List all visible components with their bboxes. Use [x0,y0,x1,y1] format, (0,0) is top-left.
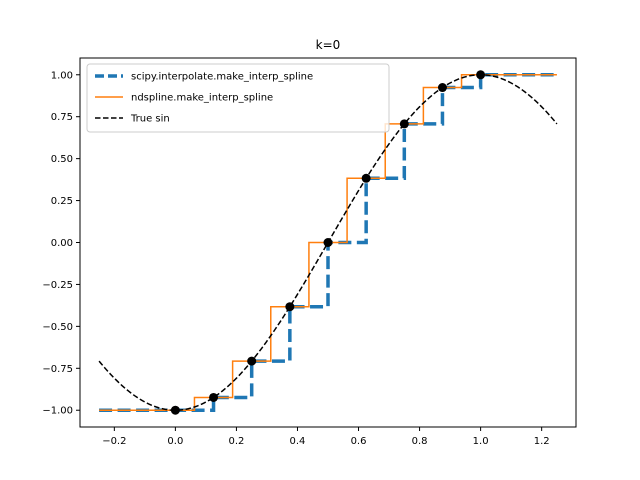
y-tick-label: 0.00 [51,238,73,249]
y-tick-label: 0.50 [51,154,73,165]
legend-label: scipy.interpolate.make_interp_spline [131,72,313,83]
y-tick-label: −0.50 [42,322,73,333]
x-tick-label: −0.2 [102,436,126,447]
y-tick-label: −0.25 [42,280,73,291]
x-tick-label: 0.0 [167,436,183,447]
legend-label: True sin [130,114,170,125]
x-tick-label: 1.0 [473,436,489,447]
x-tick-label: 0.2 [228,436,244,447]
y-tick-label: 0.75 [51,112,73,123]
knot-point [170,405,180,415]
legend-box [86,63,390,133]
knot-point [476,70,486,80]
y-tick-label: 1.00 [51,70,73,81]
x-tick-label: 0.4 [290,436,306,447]
chart-title: k=0 [316,38,341,52]
y-tick-label: −1.00 [42,406,73,417]
y-tick-label: 0.25 [51,196,73,207]
knot-point [361,173,371,183]
knot-point [399,119,409,129]
x-tick-label: 0.8 [412,436,428,447]
knot-point [437,83,447,93]
knot-point [209,392,219,402]
legend-label: ndspline.make_interp_spline [131,93,273,104]
x-tick-label: 0.6 [351,436,367,447]
plot-area [98,70,558,415]
knot-point [247,356,257,366]
x-tick-label: 1.2 [534,436,550,447]
knot-point [285,302,295,312]
legend: scipy.interpolate.make_interp_splinendsp… [86,63,390,133]
knot-point [323,238,333,247]
axis-ticks: −0.2 0.0 0.2 0.4 0.6 0.8 1.0 1.2 −1.00 −0.75 −0.50… [42,70,549,447]
y-tick-label: −0.75 [42,364,73,375]
